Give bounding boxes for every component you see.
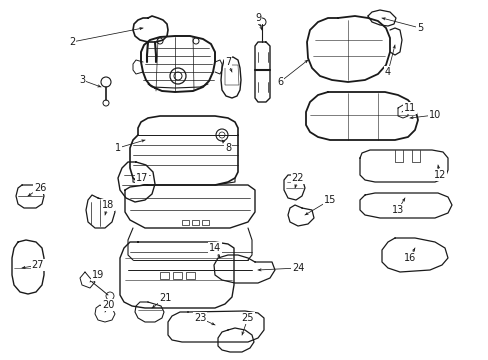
Text: 13: 13 [391, 205, 403, 215]
Text: 27: 27 [32, 260, 44, 270]
Bar [192, 220, 199, 225]
Text: 23: 23 [193, 313, 206, 323]
Text: 4: 4 [384, 67, 390, 77]
Text: 21: 21 [159, 293, 171, 303]
Text: 1: 1 [115, 143, 121, 153]
Text: 7: 7 [224, 57, 231, 67]
Text: 26: 26 [34, 183, 46, 193]
Bar [182, 220, 189, 225]
Text: 15: 15 [323, 195, 336, 205]
Text: 10: 10 [428, 110, 440, 120]
Bar [173, 272, 182, 279]
Text: 5: 5 [416, 23, 422, 33]
Text: 11: 11 [403, 103, 415, 113]
Bar [185, 272, 195, 279]
Text: 25: 25 [241, 313, 254, 323]
Text: 20: 20 [102, 300, 114, 310]
Text: 22: 22 [291, 173, 304, 183]
Text: 6: 6 [276, 77, 283, 87]
Text: 3: 3 [79, 75, 85, 85]
Text: 8: 8 [224, 143, 231, 153]
Text: 19: 19 [92, 270, 104, 280]
Text: 17: 17 [136, 173, 148, 183]
Text: 24: 24 [291, 263, 304, 273]
Text: 14: 14 [208, 243, 221, 253]
Text: 18: 18 [102, 200, 114, 210]
Bar [202, 220, 208, 225]
Text: 9: 9 [254, 13, 261, 23]
Bar [160, 272, 169, 279]
Text: 16: 16 [403, 253, 415, 263]
Text: 12: 12 [433, 170, 445, 180]
Text: 2: 2 [69, 37, 75, 47]
